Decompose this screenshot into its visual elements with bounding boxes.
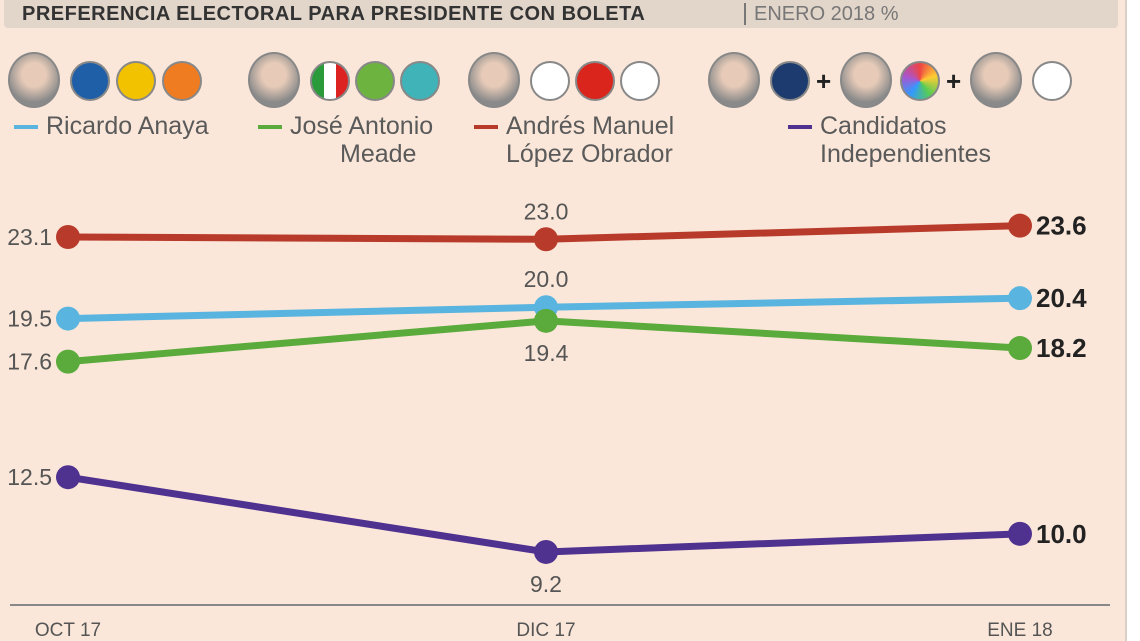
data-label: 23.6 (1036, 211, 1087, 241)
data-point (1008, 286, 1032, 311)
legend-label: Andrés Manuel (506, 112, 675, 140)
data-label: 19.4 (524, 340, 569, 366)
data-label: 10.0 (1036, 519, 1087, 549)
legend-marker (14, 125, 38, 130)
data-label: 17.6 (7, 349, 52, 375)
chart-title: PREFERENCIA ELECTORAL PARA PRESIDENTE CO… (22, 3, 646, 25)
chart-subtitle: ENERO 2018 % (744, 3, 899, 25)
legend-item-amlo: Andrés Manuel López Obrador (474, 112, 674, 168)
data-point (534, 539, 558, 564)
legend-label: Independientes (820, 140, 991, 168)
pan-logo-icon (70, 61, 110, 101)
x-tick-label: ENE 18 (987, 620, 1052, 641)
data-point (56, 349, 80, 374)
legend-item-anaya: Ricardo Anaya (14, 112, 209, 140)
data-label: 9.2 (530, 571, 562, 597)
data-label: 12.5 (7, 464, 52, 490)
legend-item-meade: José Antonio Meade (258, 112, 433, 168)
legend-label: López Obrador (506, 140, 673, 168)
legend-item-independientes: Candidatos Independientes (788, 112, 991, 168)
legend-marker (474, 125, 498, 130)
candidate-photo-anaya (8, 52, 60, 108)
prd-logo-icon (116, 61, 156, 101)
data-point (1008, 213, 1032, 238)
candidate-photo-amlo (468, 52, 520, 108)
candidate-photo-rodriguez (840, 52, 892, 108)
plus-icon: + (816, 66, 832, 96)
data-label: 20.4 (1036, 283, 1087, 313)
data-label: 18.2 (1036, 333, 1087, 363)
data-point (1008, 336, 1032, 361)
nueva-alianza-logo-icon (400, 61, 440, 101)
legend-label: José Antonio (290, 112, 434, 140)
data-point (56, 306, 80, 331)
data-point (56, 225, 80, 249)
data-point (534, 308, 558, 333)
x-tick-label: DIC 17 (516, 620, 575, 641)
pri-logo-icon (310, 61, 350, 101)
legend-label: Meade (340, 140, 417, 168)
morena-logo-icon (530, 61, 570, 101)
header-bar: PREFERENCIA ELECTORAL PARA PRESIDENTE CO… (4, 0, 1118, 28)
legend-label: Candidatos (820, 112, 947, 140)
x-tick-label: OCT 17 (35, 620, 101, 641)
candidate-photo-rios-piter (970, 52, 1022, 108)
data-point (534, 227, 558, 252)
data-label: 19.5 (7, 306, 52, 332)
data-point (1008, 521, 1032, 546)
mc-logo-icon (162, 61, 202, 101)
pt-logo-icon (575, 61, 615, 101)
data-label: 23.0 (524, 198, 569, 224)
candidate-photo-meade (248, 52, 300, 108)
data-point (56, 465, 80, 490)
candidate-photo-zavala (708, 52, 760, 108)
colorful-logo-icon (900, 61, 940, 101)
independent-logo-icon (1032, 61, 1072, 101)
data-label: 23.1 (7, 224, 52, 250)
independent-m-logo-icon (770, 61, 810, 101)
legend-marker (258, 125, 282, 130)
legend-label: Ricardo Anaya (46, 112, 209, 140)
legend-marker (788, 125, 812, 130)
pes-logo-icon (620, 61, 660, 101)
plus-icon: + (946, 66, 962, 96)
data-label: 20.0 (524, 266, 569, 292)
pvem-logo-icon (355, 61, 395, 101)
